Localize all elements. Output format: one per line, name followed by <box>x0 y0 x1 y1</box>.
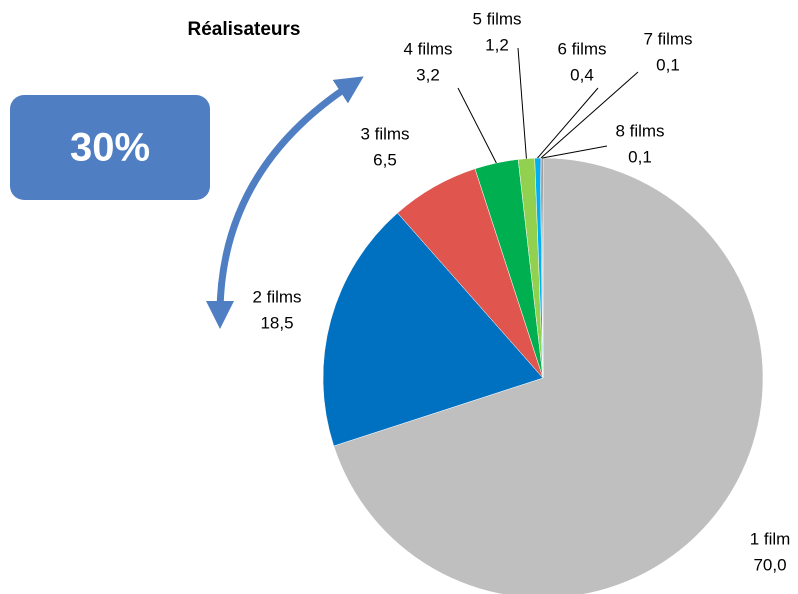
annotation-arrow <box>206 76 364 329</box>
leader-line <box>517 47 527 159</box>
data-label-category: 7 films <box>643 29 692 48</box>
data-label-category: 6 films <box>557 39 606 58</box>
pie-slice <box>333 157 764 594</box>
data-label-value: 1,2 <box>485 35 509 54</box>
leader-line <box>540 71 639 159</box>
data-label-value: 3,2 <box>416 65 440 84</box>
data-label-category: 4 films <box>403 39 452 58</box>
leader-line <box>457 87 497 164</box>
data-label-value: 0,4 <box>570 65 594 84</box>
annotation-box <box>10 95 210 200</box>
data-label-category: 5 films <box>472 9 521 28</box>
data-label-category: 2 films <box>252 287 301 306</box>
data-label-category: 1 film <box>750 529 791 548</box>
data-label-category: 8 films <box>615 121 664 140</box>
data-label-value: 0,1 <box>628 147 652 166</box>
data-label-value: 0,1 <box>656 55 680 74</box>
data-label-category: 3 films <box>360 124 409 143</box>
chart-title: Réalisateurs <box>187 19 300 40</box>
data-label-value: 18,5 <box>260 313 293 332</box>
pie-slice <box>322 212 544 447</box>
data-label-value: 70,0 <box>753 555 786 574</box>
leader-line <box>537 87 599 159</box>
leader-line <box>542 145 608 159</box>
data-label-value: 6,5 <box>373 150 397 169</box>
annotation: 30% <box>70 126 150 170</box>
